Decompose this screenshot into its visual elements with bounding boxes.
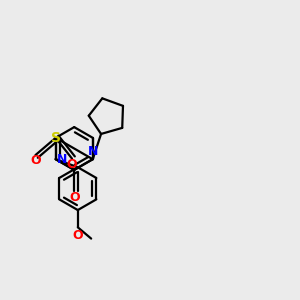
Text: O: O — [67, 158, 77, 171]
Text: O: O — [73, 229, 83, 242]
Text: S: S — [51, 131, 61, 145]
Text: O: O — [30, 154, 41, 167]
Text: N: N — [57, 153, 68, 166]
Text: O: O — [69, 191, 80, 204]
Text: N: N — [88, 145, 98, 158]
